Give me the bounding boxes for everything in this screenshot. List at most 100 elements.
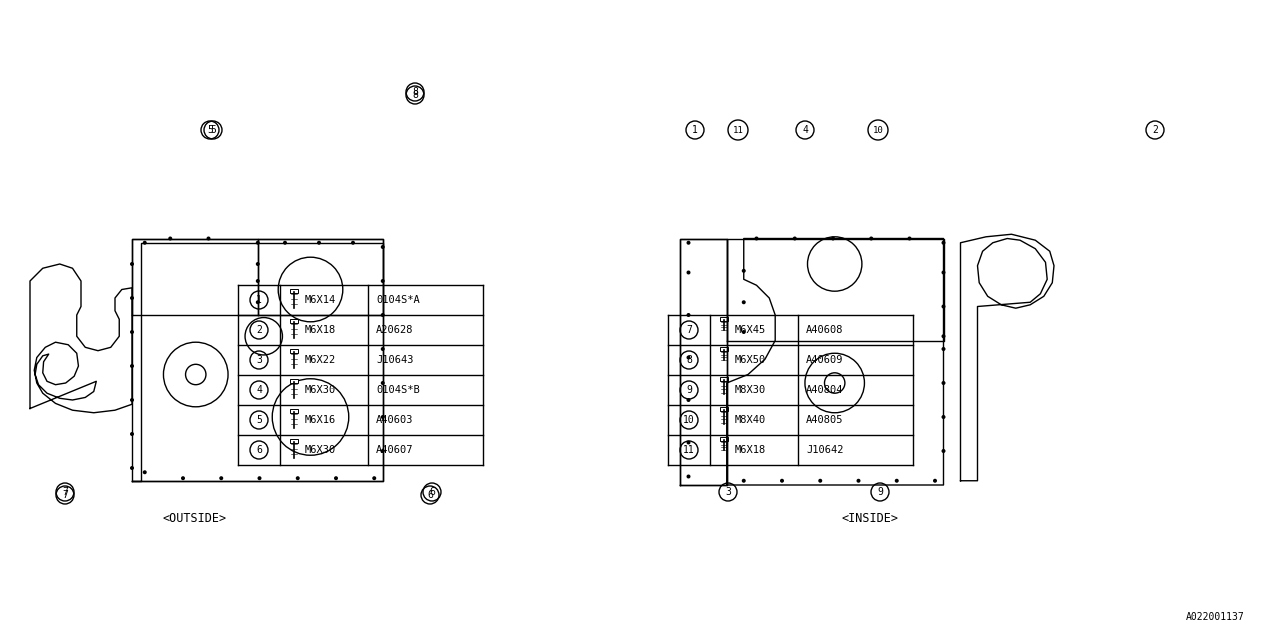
Text: J10643: J10643 bbox=[376, 355, 413, 365]
Text: 9: 9 bbox=[686, 385, 692, 395]
Circle shape bbox=[380, 245, 385, 249]
Text: 5: 5 bbox=[207, 125, 212, 135]
Circle shape bbox=[686, 398, 690, 402]
FancyBboxPatch shape bbox=[291, 409, 298, 413]
Circle shape bbox=[380, 313, 385, 317]
Text: A20628: A20628 bbox=[376, 325, 413, 335]
Text: M8X40: M8X40 bbox=[735, 415, 767, 425]
Circle shape bbox=[372, 476, 376, 480]
Circle shape bbox=[942, 271, 946, 275]
FancyBboxPatch shape bbox=[291, 349, 298, 353]
Text: 4: 4 bbox=[256, 385, 262, 395]
Circle shape bbox=[131, 432, 134, 436]
Circle shape bbox=[686, 313, 690, 317]
Circle shape bbox=[143, 241, 147, 244]
Text: M6X14: M6X14 bbox=[305, 295, 337, 305]
Circle shape bbox=[741, 479, 746, 483]
Circle shape bbox=[180, 476, 186, 480]
Circle shape bbox=[380, 381, 385, 385]
Text: 8: 8 bbox=[412, 90, 419, 100]
Circle shape bbox=[792, 237, 796, 241]
Circle shape bbox=[686, 355, 690, 360]
Text: 0104S*A: 0104S*A bbox=[376, 295, 420, 305]
Circle shape bbox=[741, 300, 746, 304]
Circle shape bbox=[317, 241, 321, 244]
Circle shape bbox=[686, 440, 690, 445]
FancyBboxPatch shape bbox=[721, 377, 728, 381]
Text: 6: 6 bbox=[256, 445, 262, 455]
Circle shape bbox=[942, 241, 946, 244]
Circle shape bbox=[380, 347, 385, 351]
Text: 10: 10 bbox=[684, 415, 695, 425]
Text: 9: 9 bbox=[877, 487, 883, 497]
Text: M6X30: M6X30 bbox=[305, 385, 337, 395]
Circle shape bbox=[256, 262, 260, 266]
Text: J10642: J10642 bbox=[806, 445, 844, 455]
Text: 7: 7 bbox=[686, 325, 692, 335]
Circle shape bbox=[131, 398, 134, 402]
FancyBboxPatch shape bbox=[721, 317, 728, 321]
Circle shape bbox=[908, 237, 911, 241]
Circle shape bbox=[856, 479, 860, 483]
Text: M6X18: M6X18 bbox=[735, 445, 767, 455]
Text: 6: 6 bbox=[429, 487, 435, 497]
Circle shape bbox=[741, 330, 746, 334]
Circle shape bbox=[256, 300, 260, 304]
Circle shape bbox=[741, 269, 746, 273]
Circle shape bbox=[933, 479, 937, 483]
Text: M6X18: M6X18 bbox=[305, 325, 337, 335]
Circle shape bbox=[351, 241, 355, 244]
Circle shape bbox=[143, 470, 147, 474]
Text: A40607: A40607 bbox=[376, 445, 413, 455]
Circle shape bbox=[131, 296, 134, 300]
Circle shape bbox=[131, 330, 134, 334]
FancyBboxPatch shape bbox=[721, 437, 728, 441]
Text: 8: 8 bbox=[412, 87, 419, 97]
Text: 2: 2 bbox=[256, 325, 262, 335]
Text: 1: 1 bbox=[256, 295, 262, 305]
Text: M6X50: M6X50 bbox=[735, 355, 767, 365]
Circle shape bbox=[380, 279, 385, 283]
Circle shape bbox=[131, 364, 134, 368]
Circle shape bbox=[942, 347, 946, 351]
Text: 7: 7 bbox=[61, 490, 68, 500]
FancyBboxPatch shape bbox=[721, 407, 728, 411]
Text: A40609: A40609 bbox=[806, 355, 844, 365]
FancyBboxPatch shape bbox=[291, 319, 298, 323]
Circle shape bbox=[942, 415, 946, 419]
Text: 1: 1 bbox=[692, 125, 698, 135]
Circle shape bbox=[942, 381, 946, 385]
Text: <INSIDE>: <INSIDE> bbox=[841, 512, 899, 525]
Circle shape bbox=[334, 476, 338, 480]
Text: 6: 6 bbox=[428, 490, 433, 500]
Circle shape bbox=[131, 262, 134, 266]
Circle shape bbox=[219, 476, 223, 480]
Text: 3: 3 bbox=[256, 355, 262, 365]
FancyBboxPatch shape bbox=[291, 289, 298, 293]
FancyBboxPatch shape bbox=[291, 439, 298, 443]
Circle shape bbox=[206, 237, 210, 241]
Circle shape bbox=[131, 466, 134, 470]
Circle shape bbox=[686, 474, 690, 479]
Text: M6X16: M6X16 bbox=[305, 415, 337, 425]
Text: 11: 11 bbox=[684, 445, 695, 455]
Text: 5: 5 bbox=[210, 125, 216, 135]
Text: <OUTSIDE>: <OUTSIDE> bbox=[163, 512, 227, 525]
Circle shape bbox=[818, 479, 822, 483]
Circle shape bbox=[942, 334, 946, 339]
Circle shape bbox=[831, 237, 835, 241]
FancyBboxPatch shape bbox=[721, 347, 728, 351]
Text: M6X45: M6X45 bbox=[735, 325, 767, 335]
Text: 3: 3 bbox=[724, 487, 731, 497]
Text: A40805: A40805 bbox=[806, 415, 844, 425]
Circle shape bbox=[256, 241, 260, 244]
Circle shape bbox=[942, 305, 946, 308]
Text: 4: 4 bbox=[803, 125, 808, 135]
FancyBboxPatch shape bbox=[291, 379, 298, 383]
Circle shape bbox=[869, 237, 873, 241]
Circle shape bbox=[283, 241, 287, 244]
Text: A40804: A40804 bbox=[806, 385, 844, 395]
Text: A40603: A40603 bbox=[376, 415, 413, 425]
Circle shape bbox=[686, 271, 690, 275]
Text: 2: 2 bbox=[1152, 125, 1158, 135]
